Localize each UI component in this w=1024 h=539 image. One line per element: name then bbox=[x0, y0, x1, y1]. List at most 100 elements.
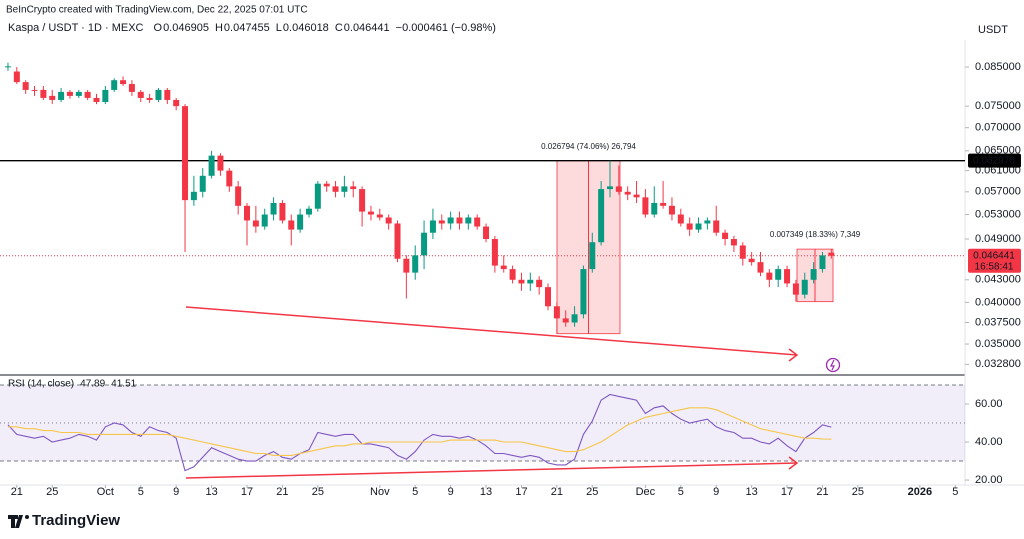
y-tick-label: 0.049000 bbox=[975, 233, 1021, 245]
candle-body bbox=[190, 191, 197, 201]
y-tick-label: 60.00 bbox=[975, 398, 1003, 410]
level-tag bbox=[968, 153, 1021, 168]
candle-body bbox=[261, 214, 268, 227]
symbol-title: Kaspa / USDT · 1D · MEXC bbox=[8, 22, 144, 34]
ohlc-value: 0.046905 bbox=[163, 22, 209, 34]
x-tick-label: 21 bbox=[551, 486, 563, 498]
candle-body bbox=[606, 186, 613, 190]
x-tick-label: 25 bbox=[852, 486, 864, 498]
candle-body bbox=[93, 97, 100, 103]
candle-body bbox=[120, 80, 127, 85]
ohlc-key: L bbox=[276, 22, 282, 34]
level-label: 0.062976 bbox=[973, 155, 1015, 166]
x-tick-label: 17 bbox=[515, 486, 527, 498]
rsi-trend-line bbox=[185, 462, 798, 479]
candle-body bbox=[651, 202, 658, 215]
candle-body bbox=[660, 202, 667, 206]
y-tick-label: 0.032800 bbox=[975, 358, 1021, 370]
candle-body bbox=[757, 262, 764, 273]
x-tick-label: 17 bbox=[241, 486, 253, 498]
candle-body bbox=[713, 220, 720, 233]
candle-body bbox=[553, 306, 560, 319]
candle-body bbox=[385, 217, 392, 224]
currency-label: USDT bbox=[978, 24, 1008, 36]
indicator-value: 41.51 bbox=[111, 379, 136, 390]
indicator-line bbox=[7, 393, 832, 472]
candle-body bbox=[208, 155, 215, 176]
candle-body bbox=[784, 269, 791, 284]
candle-body bbox=[748, 258, 755, 263]
candle-body bbox=[226, 170, 233, 187]
x-tick-label: 25 bbox=[46, 486, 58, 498]
indicator-value: 47.89 bbox=[80, 379, 105, 390]
candle-body bbox=[527, 279, 534, 284]
candle-body bbox=[332, 186, 339, 192]
y-tick-label: 0.053000 bbox=[975, 208, 1021, 220]
indicator-title: RSI (14, close) bbox=[8, 379, 74, 390]
candle-body bbox=[633, 194, 640, 198]
candle-body bbox=[766, 272, 773, 280]
candle-body bbox=[571, 314, 578, 323]
x-tick-label: Dec bbox=[636, 486, 656, 498]
candle-body bbox=[128, 84, 135, 92]
y-tick-label: 0.085000 bbox=[975, 61, 1021, 73]
x-tick-label: 5 bbox=[412, 486, 418, 498]
candle-body bbox=[102, 89, 109, 103]
y-tick-label: 0.075000 bbox=[975, 100, 1021, 112]
candle-body bbox=[376, 214, 383, 218]
x-tick-label: 25 bbox=[312, 486, 324, 498]
x-tick-label: 17 bbox=[781, 486, 793, 498]
candle-body bbox=[819, 255, 826, 270]
candle-body bbox=[367, 211, 374, 215]
candle-body bbox=[155, 89, 162, 100]
candle-body bbox=[4, 66, 11, 68]
candle-body bbox=[536, 279, 543, 288]
x-tick-label: 9 bbox=[713, 486, 719, 498]
measure-label: 0.026794 (74.06%) 26,794 bbox=[541, 142, 636, 151]
candle-body bbox=[677, 214, 684, 224]
event-icon[interactable] bbox=[825, 357, 841, 373]
candle-body bbox=[111, 80, 118, 90]
y-tick-label: 0.070000 bbox=[975, 122, 1021, 134]
candle-body bbox=[173, 99, 180, 107]
candle-body bbox=[668, 205, 675, 215]
candle-body bbox=[447, 217, 454, 224]
ohlc-key: C bbox=[335, 22, 343, 34]
y-tick-label: 40.00 bbox=[975, 436, 1003, 448]
candle-body bbox=[792, 283, 799, 295]
arrow-head bbox=[788, 456, 799, 470]
candle-body bbox=[146, 97, 153, 100]
candle-body bbox=[562, 318, 569, 323]
candle-body bbox=[394, 223, 401, 259]
candle-body bbox=[75, 91, 82, 96]
x-tick-label: 5 bbox=[678, 486, 684, 498]
y-tick-label: 0.057000 bbox=[975, 186, 1021, 198]
candle-body bbox=[40, 89, 47, 98]
candle-body bbox=[491, 239, 498, 266]
countdown: 16:58:41 bbox=[975, 261, 1014, 272]
candle-body bbox=[314, 183, 321, 209]
x-tick-label: 25 bbox=[586, 486, 598, 498]
x-tick-label: Nov bbox=[370, 486, 390, 498]
candle-body bbox=[429, 220, 436, 233]
candle-body bbox=[598, 189, 605, 243]
candle-body bbox=[412, 255, 419, 273]
candle-body bbox=[31, 89, 38, 91]
candle-body bbox=[164, 89, 171, 100]
candle-body bbox=[828, 252, 835, 256]
x-tick-label: 13 bbox=[205, 486, 217, 498]
brand-logo-dot bbox=[25, 515, 29, 519]
candle-body bbox=[801, 279, 808, 295]
candle-body bbox=[810, 269, 817, 280]
x-tick-label: 9 bbox=[173, 486, 179, 498]
candle-body bbox=[217, 155, 224, 171]
candle-body bbox=[615, 186, 622, 192]
x-tick-label: 13 bbox=[480, 486, 492, 498]
last-price-tag bbox=[968, 248, 1021, 273]
candle-body bbox=[730, 239, 737, 246]
candle-body bbox=[474, 217, 481, 227]
x-tick-label: 5 bbox=[952, 486, 958, 498]
candle-body bbox=[199, 175, 206, 192]
x-tick-label: 9 bbox=[448, 486, 454, 498]
candle-body bbox=[739, 245, 746, 259]
